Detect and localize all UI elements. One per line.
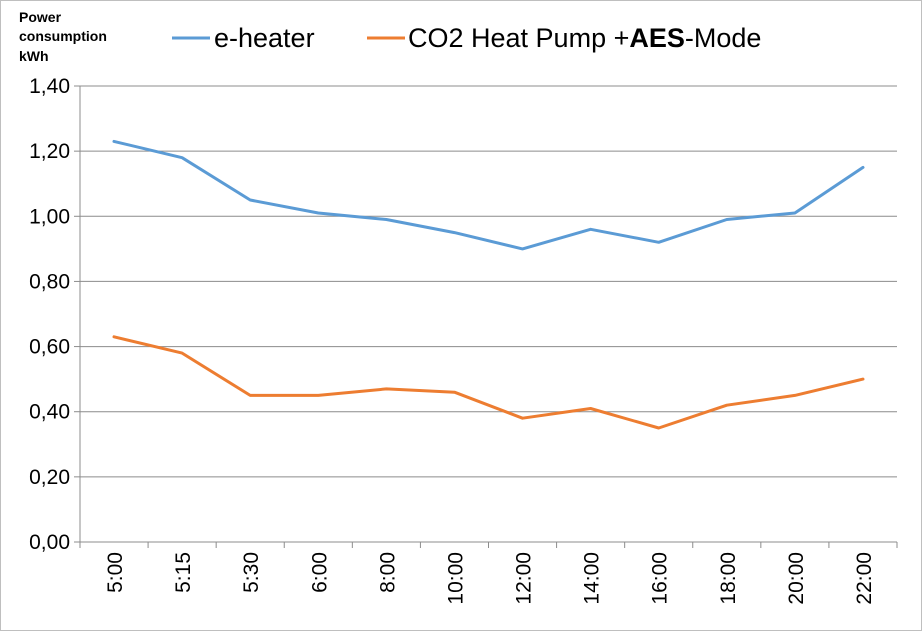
x-tick-label: 16:00 (649, 552, 672, 605)
y-axis-title-line-1: Power (19, 9, 62, 25)
legend-label-co2-heat-pump: CO2 Heat Pump +AES-Mode (408, 23, 761, 53)
x-axis (79, 541, 898, 548)
y-tick-label: 1,20 (29, 140, 70, 163)
y-tick-labels: 0,00 0,20 0,40 0,60 0,80 1,00 1,20 1,40 (29, 75, 70, 554)
y-tick-label: 0,00 (29, 531, 70, 554)
y-tick-label: 0,20 (29, 466, 70, 489)
gridlines (74, 85, 897, 543)
legend-label-e-heater: e-heater (214, 23, 315, 53)
x-tick-label: 18:00 (717, 552, 740, 605)
series (112, 139, 865, 430)
y-axis-title: Power consumption kWh (19, 9, 107, 64)
series-line-co2-heat-pump (112, 335, 865, 430)
x-tick-labels: 5:00 5:15 5:30 6:00 8:00 10:00 12:00 14:00 16:00… (104, 552, 876, 605)
y-axis-title-line-2: consumption (19, 28, 107, 44)
x-tick-label: 14:00 (581, 552, 604, 605)
series-line-e-heater (112, 139, 865, 251)
x-tick-label: 22:00 (853, 552, 876, 605)
legend: e-heater CO2 Heat Pump +AES-Mode (172, 23, 761, 53)
y-tick-label: 1,40 (29, 75, 70, 98)
x-tick-label: 8:00 (376, 552, 399, 593)
x-tick-label: 10:00 (444, 552, 467, 605)
x-tick-label: 12:00 (513, 552, 536, 605)
y-tick-label: 0,80 (29, 270, 70, 293)
x-tick-label: 5:15 (172, 552, 195, 593)
x-tick-label: 20:00 (785, 552, 808, 605)
y-tick-label: 0,60 (29, 336, 70, 359)
x-tick-label: 5:30 (240, 552, 263, 593)
y-tick-label: 1,00 (29, 205, 70, 228)
y-axis-title-line-3: kWh (19, 48, 49, 64)
x-tick-label: 5:00 (104, 552, 127, 593)
y-tick-label: 0,40 (29, 401, 70, 424)
x-tick-label: 6:00 (308, 552, 331, 593)
